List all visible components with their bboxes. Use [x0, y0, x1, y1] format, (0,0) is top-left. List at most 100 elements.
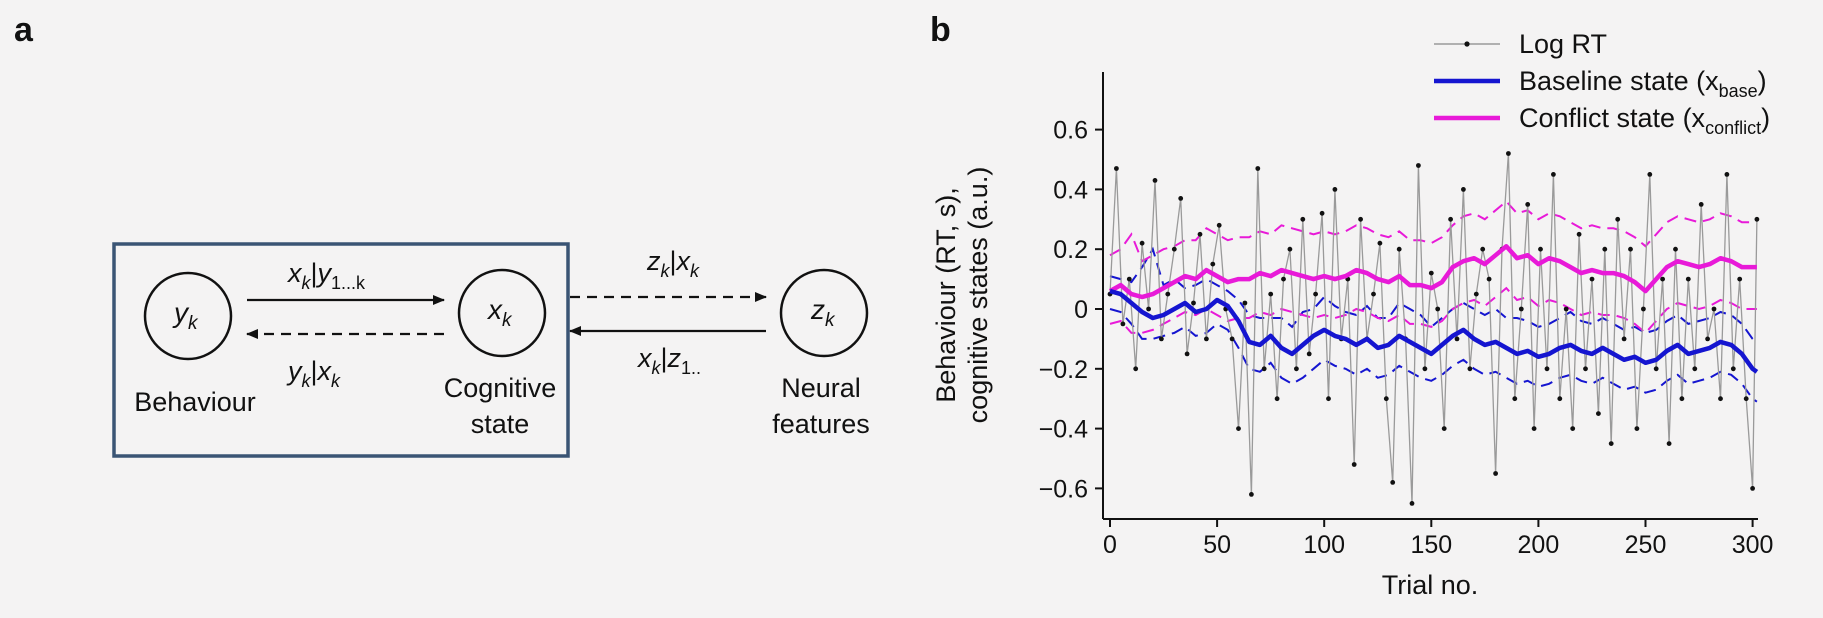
log-rt-point: [1229, 336, 1235, 342]
y-tick-label: −0.4: [1039, 416, 1088, 444]
node-x-main: x: [486, 294, 503, 325]
log-rt-point: [1563, 306, 1569, 312]
legend-label-baseline: Baseline state (xbase): [1519, 66, 1767, 101]
log-rt-point: [1191, 300, 1196, 306]
node-z-caption-1: Neural: [781, 373, 861, 403]
edge-br-sep: |: [661, 343, 668, 373]
log-rt-point: [1210, 261, 1216, 267]
log-rt-point: [1371, 291, 1376, 297]
y-axis-ticks: 0.6 0.4 0.2 0 −0.2 −0.4 −0.6: [1039, 117, 1103, 503]
log-rt-point: [1184, 351, 1190, 357]
log-rt-point: [1441, 426, 1447, 431]
node-circle-y: [143, 271, 233, 361]
x-tick-label: 200: [1518, 531, 1560, 559]
y-tick-label: −0.6: [1039, 475, 1088, 503]
log-rt-point: [1120, 321, 1126, 327]
edge-tl-a-sub: k: [302, 273, 312, 293]
log-rt-point: [1538, 246, 1543, 252]
y-tick-label: −0.2: [1039, 356, 1088, 384]
log-rt-point: [1583, 366, 1588, 372]
edge-tl-b: y: [316, 258, 333, 288]
log-rt-point: [1724, 172, 1730, 177]
svg-text:xk: xk: [486, 294, 513, 331]
legend-label-conflict: Conflict state (xconflict): [1519, 103, 1770, 138]
edge-label-bottom-left: yk|xk: [286, 356, 341, 391]
log-rt-point: [1673, 246, 1678, 252]
log-rt-point: [1377, 240, 1383, 246]
node-z-sub: k: [825, 310, 836, 331]
legend-label-log-rt: Log RT: [1519, 29, 1607, 59]
log-rt-point: [1486, 276, 1492, 282]
y-tick-label: 0.4: [1053, 176, 1088, 204]
log-rt-point: [1512, 396, 1518, 402]
edge-label-top-right: zk|xk: [646, 246, 700, 281]
panel-b-letter: b: [930, 11, 951, 49]
conflict-upper-bound: [1109, 200, 1758, 263]
log-rt-point: [1615, 216, 1621, 222]
node-x-caption-2: state: [471, 409, 530, 439]
log-rt-point: [1255, 166, 1261, 171]
legend-item-log-rt: Log RT: [1434, 29, 1607, 59]
edge-br-a-sub: k: [652, 358, 662, 378]
node-x-caption-1: Cognitive: [444, 373, 557, 403]
x-axis-label: Trial no.: [1382, 570, 1479, 600]
log-rt-point: [1358, 216, 1363, 222]
log-rt-point: [1737, 276, 1743, 282]
log-rt-point: [1171, 246, 1177, 252]
log-rt-point: [1294, 366, 1299, 372]
x-tick-label: 150: [1410, 531, 1452, 559]
log-rt-point: [1493, 471, 1498, 476]
log-rt-point: [1576, 231, 1582, 237]
legend-marker-log-rt: [1464, 41, 1470, 47]
log-rt-point: [1660, 276, 1665, 282]
log-rt-point: [1306, 351, 1312, 357]
conflict-state-line: [1108, 243, 1757, 300]
edge-tl-sep: |: [311, 258, 318, 288]
legend-0-main: Log RT: [1519, 29, 1607, 59]
log-rt-point: [1409, 501, 1415, 506]
edge-tr-a: z: [646, 246, 661, 276]
log-rt-point: [1197, 231, 1203, 237]
edge-br-b: z: [667, 343, 682, 373]
log-rt-point: [1621, 336, 1627, 342]
log-rt-point: [1653, 366, 1659, 372]
log-rt-point: [1165, 291, 1171, 297]
log-rt-point: [1608, 441, 1614, 446]
edge-tr-a-sub: k: [661, 261, 671, 281]
log-rt-point: [1743, 396, 1749, 402]
legend-2-main: Conflict state (x: [1519, 103, 1706, 133]
x-tick-label: 100: [1303, 531, 1345, 559]
log-rt-point: [1467, 366, 1473, 372]
log-rt-point: [1506, 151, 1511, 156]
log-rt-point: [1518, 306, 1524, 312]
log-rt-point: [1754, 216, 1760, 222]
y-tick-label: 0.6: [1053, 117, 1088, 145]
log-rt-point: [1326, 396, 1331, 402]
log-rt-point: [1589, 276, 1595, 282]
legend-item-conflict: Conflict state (xconflict): [1434, 103, 1770, 138]
node-y-main: y: [172, 297, 190, 328]
node-circle-z: [779, 268, 869, 358]
panel-b: b 0.6 0.4 0.2 0 −0.2 −0.4 −0.6 0 50 100 150 200 250…: [930, 11, 1773, 600]
log-rt-point: [1435, 306, 1441, 312]
log-rt-point: [1416, 163, 1421, 168]
edge-bl-b-sub: k: [331, 371, 341, 391]
svg-text:yk: yk: [172, 297, 199, 334]
log-rt-point: [1448, 216, 1453, 222]
log-rt-point: [1711, 306, 1717, 312]
edge-bl-a: y: [286, 356, 303, 386]
log-rt-point: [1133, 366, 1139, 372]
log-rt-point: [1139, 240, 1145, 246]
edge-label-top-left: xk|y1...k: [286, 258, 366, 293]
log-rt-point: [1281, 276, 1286, 282]
x-tick-label: 300: [1732, 531, 1774, 559]
y-tick-label: 0: [1074, 296, 1088, 324]
log-rt-point: [1480, 246, 1486, 252]
log-rt-point: [1641, 306, 1646, 312]
edge-tl-b-sub: 1...k: [331, 273, 366, 293]
log-rt-line: [1109, 153, 1758, 504]
edge-tl-a: x: [286, 258, 303, 288]
edge-label-bottom-right: xk|z1..: [636, 343, 701, 378]
